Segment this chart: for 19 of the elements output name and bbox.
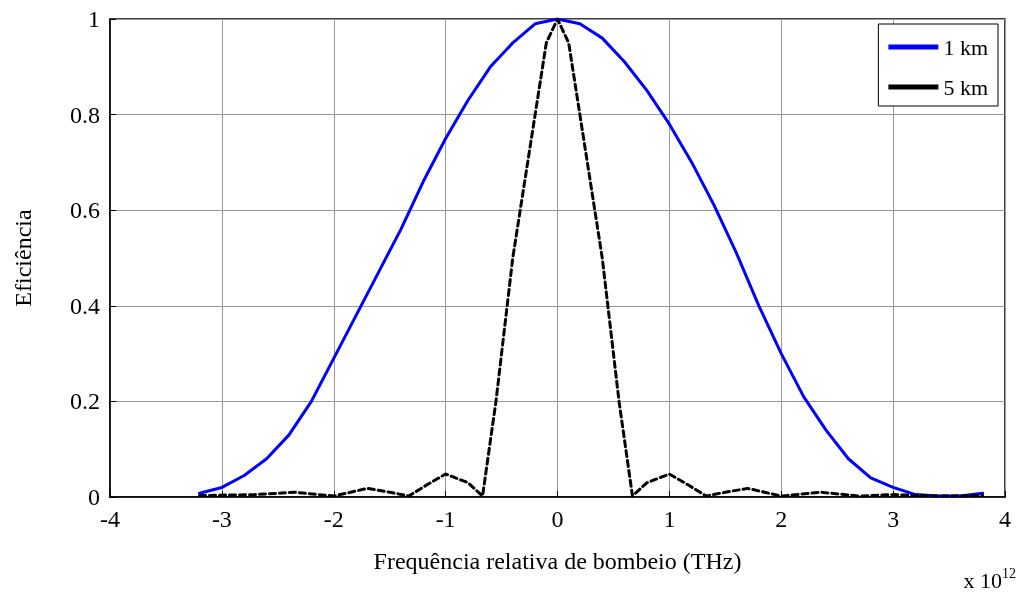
y-tick-label: 0.2 xyxy=(70,388,100,415)
y-tick-label: 0 xyxy=(88,484,100,510)
x-tick-label: 0 xyxy=(551,506,564,532)
y-tick-label: 0.6 xyxy=(70,197,100,224)
x-tick-label: -3 xyxy=(211,506,232,532)
legend-label: 1 km xyxy=(943,34,989,60)
x-tick-label: 2 xyxy=(775,506,788,532)
x-axis-title: Frequência relativa de bombeio (THz) xyxy=(373,548,742,574)
legend-label: 5 km xyxy=(943,74,989,100)
x-tick-label: -4 xyxy=(100,506,120,532)
y-tick-label: 0.8 xyxy=(70,101,100,128)
x-tick-label: -1 xyxy=(435,506,456,532)
x-tick-label: -2 xyxy=(323,506,344,532)
x-tick-label: 4 xyxy=(999,506,1011,532)
x-tick-label: 1 xyxy=(663,506,676,532)
y-axis-title: Eficiência xyxy=(10,209,36,307)
y-tick-label: 0.4 xyxy=(70,292,100,319)
x-tick-label: 3 xyxy=(887,506,900,532)
y-tick-label: 1 xyxy=(88,6,100,32)
